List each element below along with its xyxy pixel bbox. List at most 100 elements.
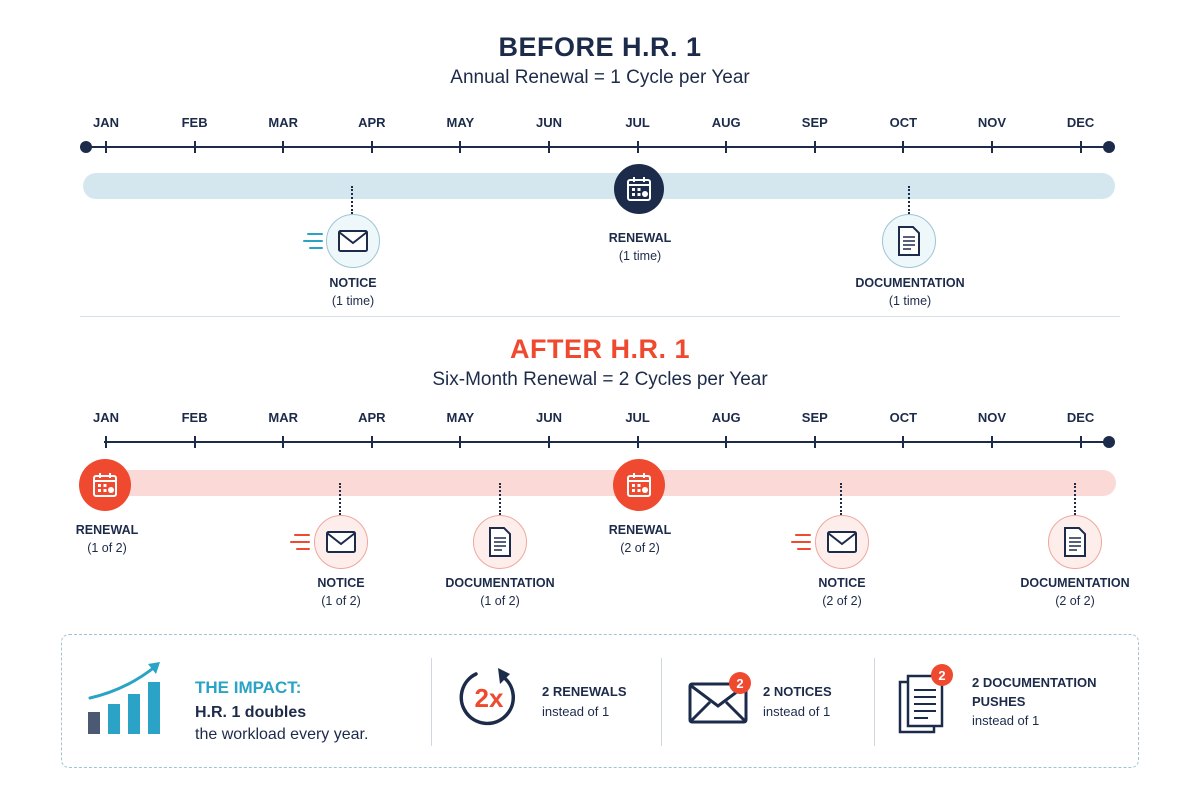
month-tick-nov — [991, 436, 993, 448]
month-label-mar: MAR — [268, 115, 298, 130]
impact-separator-3 — [874, 658, 875, 746]
month-tick-apr — [370, 141, 373, 153]
envelope-icon — [326, 531, 356, 553]
after-renewal1-label: RENEWAL (1 of 2) — [75, 523, 139, 555]
section-divider — [80, 316, 1120, 317]
before-notice-connector — [351, 186, 353, 214]
before-doc-label: DOCUMENTATION (1 time) — [855, 276, 965, 308]
month-tick-feb — [193, 141, 196, 153]
impact-separator-1 — [431, 658, 432, 746]
document-icon — [1064, 527, 1086, 557]
month-label-may: MAY — [446, 410, 475, 425]
document-icon — [489, 527, 511, 557]
month-label-oct: OCT — [889, 115, 918, 130]
month-label-nov: NOV — [977, 410, 1007, 425]
month-tick-jan — [105, 141, 107, 153]
before-subtitle: Annual Renewal = 1 Cycle per Year — [450, 67, 750, 88]
after-notice1-label: NOTICE (1 of 2) — [317, 576, 365, 608]
before-renewal-marker — [614, 164, 664, 214]
month-label-jul: JUL — [625, 410, 650, 425]
month-tick-oct — [902, 436, 905, 448]
docs-stat-title-2: PUSHES — [972, 694, 1026, 709]
multiplier-text: 2x — [474, 683, 504, 713]
before-notice-label: NOTICE (1 time) — [329, 276, 377, 308]
after-axis-end — [1103, 436, 1115, 448]
before-doc-connector — [908, 186, 910, 214]
before-doc-marker — [882, 214, 936, 268]
month-tick-nov — [991, 141, 993, 153]
motion-lines-icon — [290, 534, 310, 550]
impact-title: THE IMPACT: — [195, 678, 302, 697]
renewals-stat-sub: instead of 1 — [542, 704, 610, 719]
month-label-jul: JUL — [625, 115, 650, 130]
month-label-oct: OCT — [889, 410, 918, 425]
month-tick-dec — [1079, 141, 1082, 153]
month-label-may: MAY — [446, 115, 475, 130]
month-tick-sep — [813, 141, 816, 153]
before-axis-end — [1103, 141, 1115, 153]
after-notice1-marker — [314, 515, 368, 569]
month-label-jan: JAN — [92, 115, 119, 130]
notices-badge: 2 — [729, 672, 751, 694]
after-doc1-label: DOCUMENTATION (1 of 2) — [445, 576, 555, 608]
month-label-dec: DEC — [1066, 410, 1095, 425]
after-subtitle: Six-Month Renewal = 2 Cycles per Year — [432, 369, 768, 390]
after-notice2-label: NOTICE (2 of 2) — [818, 576, 866, 608]
after-renewal2-label: RENEWAL (2 of 2) — [608, 523, 672, 555]
month-tick-aug — [725, 141, 728, 153]
impact-line-1: H.R. 1 doubles — [195, 704, 307, 721]
impact-line-2: the workload every year. — [195, 726, 369, 743]
notices-stat-sub: instead of 1 — [763, 704, 831, 719]
docs-stat-sub: instead of 1 — [972, 713, 1040, 728]
after-renewal2-marker — [613, 459, 665, 511]
before-title: BEFORE H.R. 1 — [498, 32, 702, 62]
month-label-apr: APR — [358, 410, 386, 425]
month-label-jan: JAN — [92, 410, 119, 425]
month-label-dec: DEC — [1066, 115, 1095, 130]
month-tick-jan — [105, 436, 107, 448]
envelope-icon — [338, 230, 368, 252]
month-tick-apr — [370, 436, 373, 448]
month-label-jun: JUN — [535, 410, 562, 425]
month-label-sep: SEP — [801, 410, 828, 425]
month-label-aug: AUG — [711, 410, 741, 425]
month-tick-jul — [636, 436, 639, 448]
after-notice2-connector — [840, 483, 842, 515]
calendar-icon — [627, 177, 651, 201]
after-renewal1-marker — [79, 459, 131, 511]
month-tick-may — [459, 436, 462, 448]
month-label-sep: SEP — [801, 115, 828, 130]
impact-separator-2 — [661, 658, 662, 746]
docs-badge: 2 — [931, 664, 953, 686]
envelope-icon — [827, 531, 857, 553]
month-tick-aug — [725, 436, 728, 448]
month-label-mar: MAR — [268, 410, 298, 425]
month-label-feb: FEB — [181, 115, 208, 130]
motion-lines-icon — [791, 534, 811, 550]
after-doc2-label: DOCUMENTATION (2 of 2) — [1020, 576, 1130, 608]
month-label-jun: JUN — [535, 115, 562, 130]
month-tick-mar — [282, 141, 285, 153]
before-notice-marker — [326, 214, 380, 268]
month-tick-jul — [636, 141, 639, 153]
before-renewal-label: RENEWAL (1 time) — [608, 231, 672, 263]
month-tick-sep — [813, 436, 816, 448]
month-label-apr: APR — [358, 115, 386, 130]
impact-panel — [61, 634, 1139, 768]
after-timeline-band — [96, 470, 1116, 496]
before-axis-start — [80, 141, 92, 153]
after-doc1-connector — [499, 483, 501, 515]
month-tick-jun — [548, 436, 550, 448]
growth-chart-icon — [88, 662, 160, 734]
month-label-nov: NOV — [977, 115, 1007, 130]
before-timeline-band — [83, 173, 1115, 199]
after-notice2-marker — [815, 515, 869, 569]
after-notice1-connector — [339, 483, 341, 515]
motion-lines-icon — [303, 233, 323, 249]
after-title: AFTER H.R. 1 — [509, 334, 690, 364]
month-label-feb: FEB — [181, 410, 208, 425]
document-icon — [898, 226, 920, 256]
notices-stat-title: 2 NOTICES — [763, 684, 832, 699]
after-doc2-connector — [1074, 483, 1076, 515]
calendar-icon — [627, 473, 651, 497]
